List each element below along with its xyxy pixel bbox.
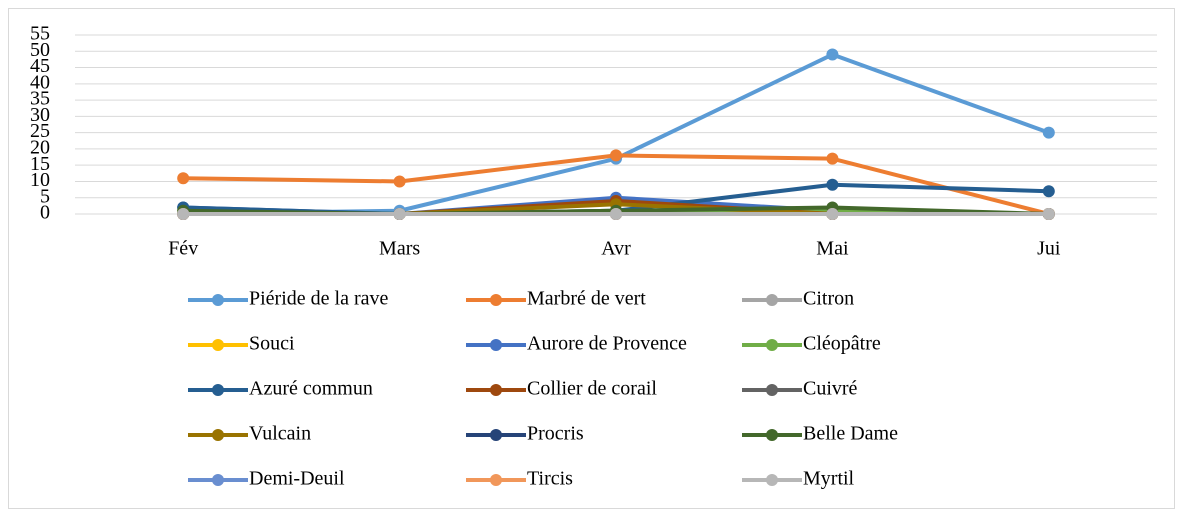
legend-label: Azuré commun bbox=[249, 378, 373, 400]
x-tick-label: Jui bbox=[1037, 238, 1061, 260]
data-point bbox=[393, 175, 406, 188]
legend-marker bbox=[212, 339, 224, 351]
legend-label: Marbré de vert bbox=[527, 288, 646, 310]
data-point bbox=[177, 172, 190, 185]
data-point bbox=[826, 208, 839, 220]
y-tick-label: 30 bbox=[30, 104, 50, 126]
x-tick-label: Mars bbox=[379, 238, 420, 260]
legend-marker bbox=[766, 294, 778, 306]
x-tick-label: Mai bbox=[816, 238, 849, 260]
y-tick-label: 50 bbox=[30, 39, 50, 61]
data-point bbox=[610, 149, 622, 162]
data-point bbox=[393, 208, 406, 220]
legend-label: Demi-Deuil bbox=[249, 468, 345, 490]
data-point bbox=[610, 208, 622, 220]
data-point bbox=[826, 48, 839, 61]
legend-marker bbox=[212, 474, 224, 486]
data-point bbox=[826, 178, 839, 191]
data-point bbox=[826, 152, 839, 165]
y-tick-label: 55 bbox=[30, 23, 50, 45]
legend-label: Piéride de la rave bbox=[249, 288, 388, 310]
legend-label: Citron bbox=[803, 288, 854, 310]
legend-label: Aurore de Provence bbox=[527, 333, 687, 355]
legend-marker bbox=[490, 294, 502, 306]
legend-label: Vulcain bbox=[249, 423, 311, 445]
y-tick-label: 0 bbox=[40, 202, 50, 224]
legend-marker bbox=[490, 384, 502, 396]
legend-label: Belle Dame bbox=[803, 423, 898, 445]
legend-label: Myrtil bbox=[803, 468, 855, 490]
legend-label: Collier de corail bbox=[527, 378, 657, 400]
x-tick-label: Avr bbox=[601, 238, 631, 260]
y-tick-label: 40 bbox=[30, 71, 50, 93]
y-tick-label: 35 bbox=[30, 88, 50, 110]
data-point bbox=[1042, 208, 1055, 220]
legend-label: Cléopâtre bbox=[803, 333, 881, 355]
y-tick-label: 45 bbox=[30, 55, 50, 77]
legend-marker bbox=[212, 294, 224, 306]
legend-label: Souci bbox=[249, 333, 295, 355]
x-tick-label: Fév bbox=[168, 238, 198, 260]
legend-marker bbox=[490, 339, 502, 351]
y-tick-label: 20 bbox=[30, 137, 50, 159]
y-tick-label: 5 bbox=[40, 185, 50, 207]
y-tick-label: 10 bbox=[30, 169, 50, 191]
data-point bbox=[1042, 185, 1055, 198]
y-tick-label: 25 bbox=[30, 120, 50, 142]
legend-label: Tircis bbox=[527, 468, 573, 490]
legend-marker bbox=[766, 429, 778, 441]
legend-marker bbox=[766, 339, 778, 351]
data-point bbox=[177, 208, 190, 220]
legend-marker bbox=[212, 384, 224, 396]
legend-label: Procris bbox=[527, 423, 584, 445]
legend-marker bbox=[766, 474, 778, 486]
y-tick-label: 15 bbox=[30, 153, 50, 175]
chart-border bbox=[8, 8, 1175, 509]
legend-marker bbox=[490, 474, 502, 486]
legend-marker bbox=[212, 429, 224, 441]
data-point bbox=[1042, 126, 1055, 139]
legend-label: Cuivré bbox=[803, 378, 858, 400]
legend-marker bbox=[490, 429, 502, 441]
legend-marker bbox=[766, 384, 778, 396]
